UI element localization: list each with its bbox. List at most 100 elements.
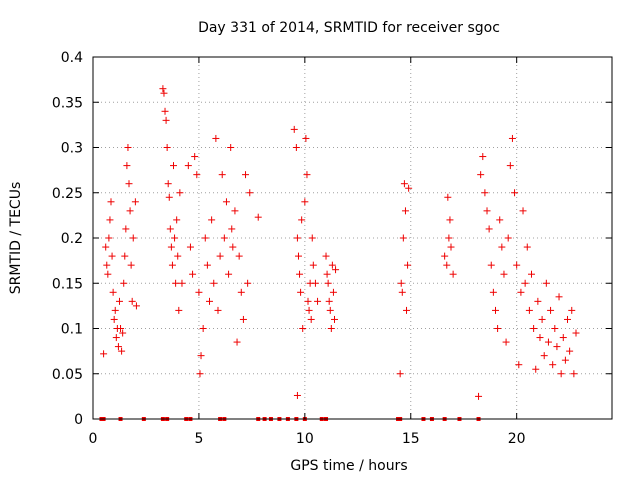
data-point (323, 270, 331, 278)
data-point (564, 315, 572, 323)
data-point (441, 252, 449, 260)
data-point (328, 261, 336, 269)
data-point (483, 207, 491, 215)
data-point (305, 306, 313, 314)
data-point (572, 329, 580, 337)
data-point (122, 225, 130, 233)
data-point (479, 153, 487, 161)
data-point (540, 352, 548, 360)
data-point (102, 243, 110, 251)
data-point (109, 288, 117, 296)
data-point (551, 325, 559, 332)
data-point (530, 325, 538, 332)
data-point (128, 297, 136, 305)
data-point (400, 180, 408, 188)
data-point (496, 216, 504, 224)
data-point (191, 153, 199, 161)
data-point (162, 116, 170, 124)
data-point (487, 261, 495, 269)
data-point (532, 365, 540, 373)
data-point (196, 370, 204, 378)
data-point (242, 171, 250, 179)
data-point (208, 216, 216, 224)
data-point (311, 279, 319, 287)
y-axis-label: SRMTID / TECUs (8, 182, 24, 295)
data-point (475, 392, 483, 400)
data-point (325, 297, 333, 305)
data-point (216, 252, 224, 260)
x-tick-label: 10 (296, 431, 314, 447)
data-point (399, 234, 407, 242)
plot-frame (92, 56, 613, 420)
data-point (536, 334, 544, 342)
data-point (326, 306, 334, 314)
data-point (166, 225, 174, 233)
grid-lines (93, 57, 612, 419)
data-point (105, 234, 113, 242)
data-point (129, 234, 137, 242)
data-point (304, 297, 312, 305)
data-point (557, 370, 565, 378)
data-point (193, 171, 201, 179)
x-tick-labels: 0 5 10 15 20 (89, 431, 526, 447)
data-point (521, 279, 529, 287)
data-point (246, 189, 254, 197)
data-point (233, 338, 241, 346)
data-point (107, 198, 115, 206)
data-point (547, 306, 555, 314)
data-point (403, 306, 411, 314)
data-point (398, 288, 406, 296)
axis-ticks (92, 56, 612, 420)
data-point (201, 234, 209, 242)
data-point (189, 270, 197, 278)
data-point (404, 261, 412, 269)
data-point (523, 243, 531, 251)
data-point (559, 334, 567, 342)
y-tick-label: 0.3 (61, 141, 83, 157)
data-point (298, 216, 306, 224)
data-point (225, 270, 233, 278)
data-point (100, 350, 108, 358)
data-point (174, 252, 182, 260)
data-point (125, 180, 133, 188)
data-point (197, 352, 205, 360)
data-point (401, 207, 409, 215)
data-point (229, 243, 237, 251)
data-point (203, 261, 211, 269)
data-point (519, 207, 527, 215)
data-point (110, 315, 118, 323)
data-point (302, 134, 310, 142)
data-point (307, 315, 315, 323)
data-point (553, 343, 561, 351)
y-tick-label: 0.15 (52, 276, 83, 292)
data-point (444, 193, 452, 201)
data-point (106, 216, 114, 224)
data-point (506, 162, 514, 170)
data-point (176, 189, 184, 197)
data-point (525, 306, 533, 314)
data-point (131, 198, 139, 206)
y-tick-label: 0 (74, 412, 83, 428)
data-point (324, 279, 332, 287)
data-point (308, 234, 316, 242)
x-tick-label: 0 (89, 431, 98, 447)
data-point (293, 391, 301, 399)
data-point (119, 329, 127, 337)
data-point (222, 198, 230, 206)
data-point (528, 270, 536, 278)
data-point (542, 279, 550, 287)
data-point (397, 279, 405, 287)
data-point (115, 297, 123, 305)
data-point (396, 370, 404, 378)
data-point (169, 162, 177, 170)
data-point (566, 347, 574, 355)
data-point (164, 180, 172, 188)
data-point (405, 184, 413, 192)
data-point (303, 171, 311, 179)
data-point (511, 189, 519, 197)
data-point (114, 343, 122, 351)
data-point (513, 261, 521, 269)
data-point (330, 315, 338, 323)
data-point (118, 347, 126, 355)
data-point (491, 306, 499, 314)
